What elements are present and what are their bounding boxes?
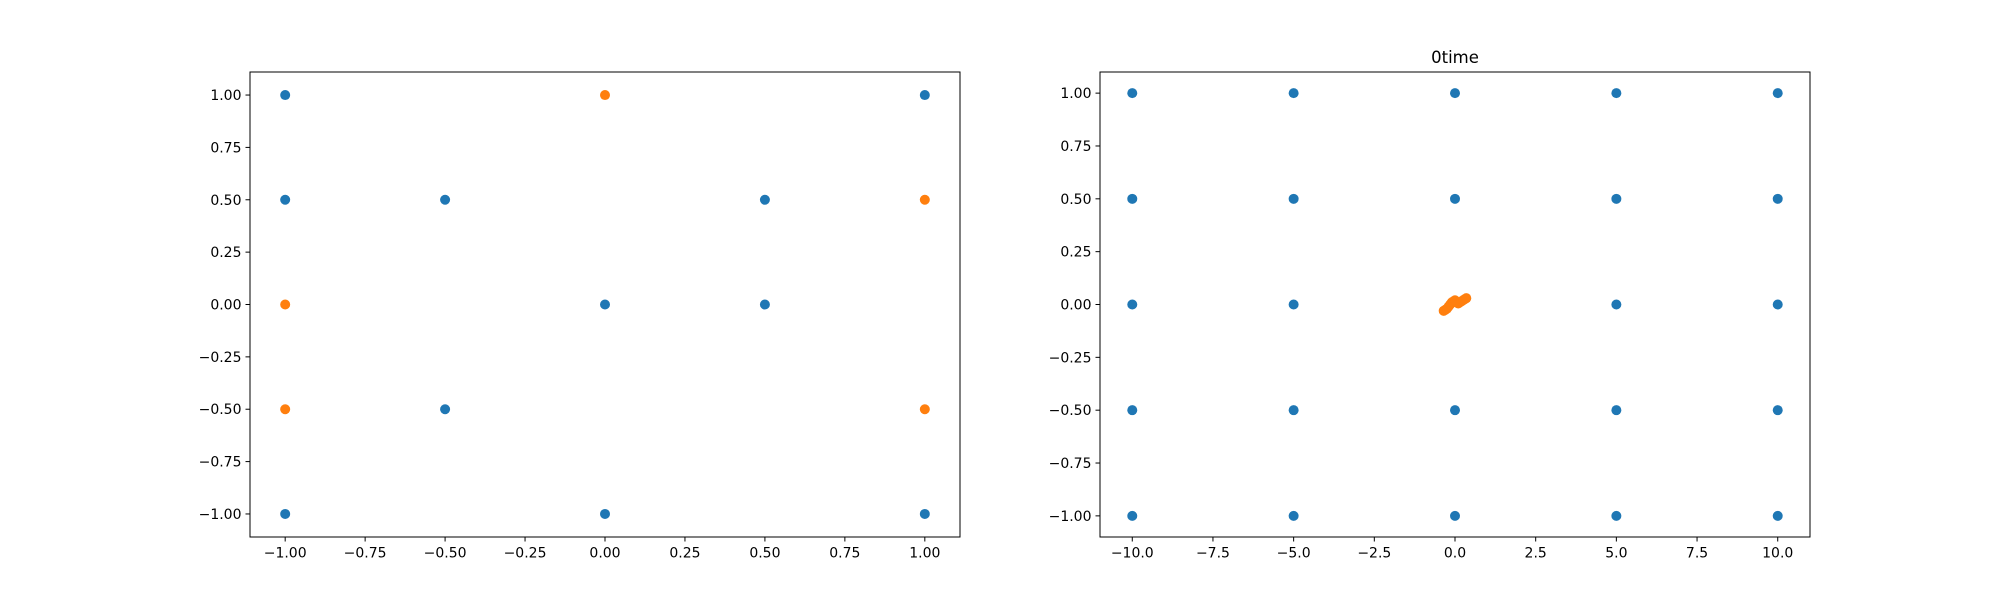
left-x-tick-label-4: 0.00 <box>589 546 620 562</box>
right-series-1-point-14 <box>1461 293 1472 304</box>
right-series-0-point-18 <box>1772 405 1783 416</box>
left-y-tick-label-0: −1.00 <box>199 507 242 523</box>
left-series-0-point-4 <box>759 194 770 205</box>
right-series-0-point-6 <box>1288 193 1299 204</box>
left-y-tick-label-3: −0.25 <box>199 350 242 366</box>
right-x-tick-label-1: −7.5 <box>1196 546 1230 562</box>
right-series-0-point-8 <box>1611 193 1622 204</box>
left-x-tick-label-8: 1.00 <box>909 546 940 562</box>
right-chart-title: 0time <box>1431 48 1479 67</box>
right-series-0-point-19 <box>1127 510 1138 521</box>
right-y-tick-label-7: 0.75 <box>1060 139 1091 155</box>
left-y-axis: −1.00 −0.75 −0.50 −0.25 0.00 0.25 0.50 0.75 1.00 <box>199 88 250 523</box>
left-series-1-point-4 <box>919 404 930 415</box>
left-y-tick-label-7: 0.75 <box>210 140 241 156</box>
right-series-0-point-1 <box>1288 88 1299 99</box>
left-series-0-point-8 <box>280 508 291 519</box>
left-series-1-point-3 <box>280 404 291 415</box>
left-x-tick-label-5: 0.25 <box>669 546 700 562</box>
right-series-0-point-7 <box>1450 193 1460 204</box>
left-x-tick-label-6: 0.50 <box>749 546 780 562</box>
left-x-tick-label-3: −0.25 <box>504 546 547 562</box>
right-axes-frame <box>1099 71 1811 538</box>
right-series-0-point-2 <box>1450 88 1460 99</box>
left-series-0-point-3 <box>440 194 451 205</box>
right-series-0-point-23 <box>1772 510 1783 521</box>
right-marks <box>1127 88 1783 521</box>
right-y-tick-label-3: −0.25 <box>1049 350 1092 366</box>
left-y-tick-label-8: 1.00 <box>210 88 241 104</box>
left-series-0-point-1 <box>919 90 930 101</box>
right-x-tick-label-0: −10.0 <box>1111 546 1154 562</box>
right-x-tick-label-5: 2.5 <box>1525 546 1547 562</box>
left-y-tick-label-6: 0.50 <box>210 193 241 209</box>
left-series-0-point-9 <box>600 508 610 519</box>
right-x-tick-label-4: 0.0 <box>1444 546 1466 562</box>
left-x-tick-label-1: −0.75 <box>344 546 387 562</box>
left-y-tick-label-5: 0.25 <box>210 245 241 261</box>
right-x-tick-label-6: 5.0 <box>1605 546 1627 562</box>
right-series-0-point-0 <box>1127 88 1138 99</box>
left-axes-frame <box>249 71 961 538</box>
right-series-0-point-14 <box>1127 405 1138 416</box>
right-series-0-point-5 <box>1127 193 1138 204</box>
right-subplot: −10.0 −7.5 −5.0 −2.5 0.0 2.5 5.0 7.5 10.0 −1.00−… <box>1049 48 1811 562</box>
right-series-0-point-13 <box>1772 299 1783 310</box>
right-y-axis: −1.00 −0.75 −0.50 −0.25 0.00 0.25 0.50 0.75 1.00 <box>1049 86 1100 525</box>
right-x-tick-label-7: 7.5 <box>1686 546 1708 562</box>
right-y-tick-label-5: 0.25 <box>1060 245 1091 261</box>
right-series-0-point-11 <box>1288 299 1299 310</box>
right-y-tick-label-8: 1.00 <box>1060 86 1091 102</box>
left-subplot: −1.00 −0.75 −0.50 −0.25 0.00 0.25 0.50 0.75 1.00… <box>199 71 961 562</box>
right-series-0-point-15 <box>1288 405 1299 416</box>
left-series-0-point-2 <box>280 194 291 205</box>
left-y-tick-label-2: −0.50 <box>199 402 242 418</box>
right-y-tick-label-4: 0.00 <box>1060 298 1091 314</box>
left-series-0-point-10 <box>919 508 930 519</box>
right-series-0-point-20 <box>1288 510 1299 521</box>
right-x-tick-label-8: 10.0 <box>1762 546 1793 562</box>
left-marks <box>280 90 930 519</box>
left-y-tick-label-1: −0.75 <box>199 455 242 471</box>
right-series-0-point-4 <box>1772 88 1783 99</box>
left-x-tick-label-7: 0.75 <box>829 546 860 562</box>
right-x-axis: −10.0 −7.5 −5.0 −2.5 0.0 2.5 5.0 7.5 10.0 <box>1111 537 1793 562</box>
left-series-0-point-6 <box>759 299 770 310</box>
right-series-0-point-22 <box>1611 510 1622 521</box>
left-series-1-point-2 <box>280 299 291 310</box>
right-series-0-point-16 <box>1450 405 1460 416</box>
right-y-tick-label-0: −1.00 <box>1049 509 1092 525</box>
right-x-tick-label-2: −5.0 <box>1277 546 1311 562</box>
right-series-0-point-10 <box>1127 299 1138 310</box>
right-series-0-point-3 <box>1611 88 1622 99</box>
left-series-0-point-5 <box>600 299 610 310</box>
right-series-0-point-21 <box>1450 510 1460 521</box>
left-x-axis: −1.00 −0.75 −0.50 −0.25 0.00 0.25 0.50 0.75 1.00 <box>264 537 940 562</box>
right-series-0-point-9 <box>1772 193 1783 204</box>
left-x-tick-label-0: −1.00 <box>264 546 307 562</box>
right-y-tick-label-1: −0.75 <box>1049 456 1092 472</box>
right-x-tick-label-3: −2.5 <box>1357 546 1391 562</box>
left-series-1-point-0 <box>600 90 610 101</box>
left-series-0-point-0 <box>280 90 291 101</box>
right-y-tick-label-6: 0.50 <box>1060 192 1091 208</box>
left-series-0-point-7 <box>440 404 451 415</box>
left-series-1-point-1 <box>919 194 930 205</box>
right-series-0-point-17 <box>1611 405 1622 416</box>
left-x-tick-label-2: −0.50 <box>424 546 467 562</box>
right-series-0-point-12 <box>1611 299 1622 310</box>
left-y-tick-label-4: 0.00 <box>210 298 241 314</box>
right-y-tick-label-2: −0.50 <box>1049 403 1092 419</box>
